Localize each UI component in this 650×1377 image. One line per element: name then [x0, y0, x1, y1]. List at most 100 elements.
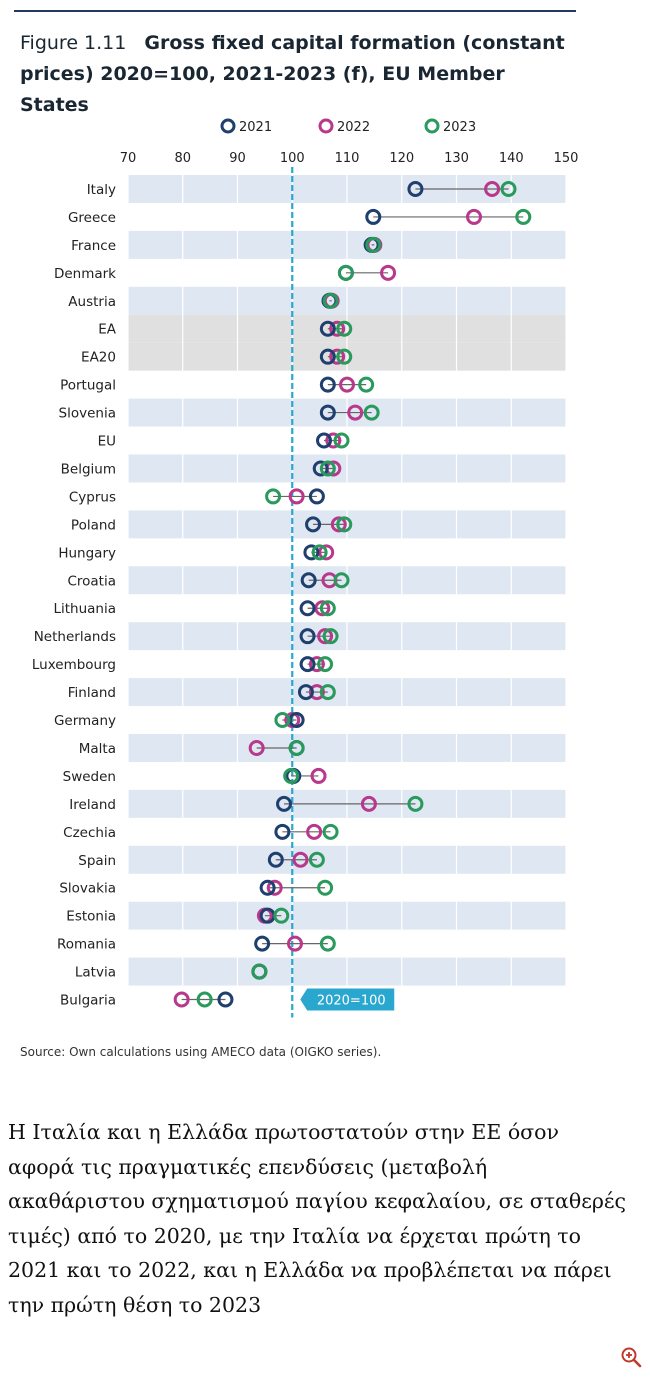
x-tick-label: 100 [280, 151, 305, 166]
dot-2023 [322, 823, 339, 840]
x-tick-label: 120 [389, 151, 414, 166]
dot-2021 [319, 320, 336, 337]
row-label: Hungary [58, 545, 116, 561]
row-label: Ireland [69, 797, 116, 813]
row-label: EA20 [81, 350, 116, 366]
zoom-in-icon-glyph [621, 1347, 642, 1368]
row-label: EA [98, 322, 117, 338]
dot-2022 [339, 376, 355, 393]
row-label: Sweden [63, 769, 116, 785]
x-tick-label: 130 [444, 151, 469, 166]
dot-2023 [251, 963, 268, 980]
row-label: Bulgaria [60, 993, 116, 1009]
dot-2022 [308, 656, 325, 673]
row-label: Portugal [60, 378, 116, 394]
dot-2022 [329, 320, 346, 337]
dot-2023 [311, 544, 328, 561]
dot-2023 [515, 208, 532, 225]
legend-marker-2021 [220, 118, 236, 134]
row-label: Germany [54, 713, 116, 729]
row-label: Latvia [75, 965, 116, 981]
dot-2021 [276, 795, 293, 812]
dot-2021 [407, 180, 424, 197]
dot-2021 [299, 656, 316, 673]
dot-2022 [266, 879, 283, 896]
row-label: Slovenia [59, 406, 116, 422]
row-label: Estonia [66, 909, 116, 925]
dot-2023 [363, 404, 380, 421]
dot-2022 [330, 516, 347, 533]
dot-2021 [365, 208, 382, 225]
dot-2021 [319, 404, 336, 421]
x-tick-label: 90 [229, 151, 246, 166]
dot-2021 [259, 879, 276, 896]
dot-2022 [286, 935, 303, 952]
reference-tag [300, 988, 395, 1011]
dot-2023 [317, 879, 334, 896]
dot-2023 [322, 628, 339, 645]
dot-2022 [347, 404, 364, 421]
dot-2021 [297, 684, 314, 701]
dot-2022 [466, 208, 483, 225]
dot-2021 [274, 823, 291, 840]
row-label: EU [98, 434, 116, 450]
dot-2021 [267, 851, 284, 868]
dot-2021 [300, 572, 317, 589]
dot-2021 [299, 600, 316, 617]
dot-2023 [500, 180, 517, 197]
dot-2021 [319, 348, 336, 365]
figure-title-text: Gross fixed capital formation (constant … [20, 32, 565, 116]
row-label: Greece [68, 210, 116, 226]
x-tick-label: 110 [335, 151, 360, 166]
dot-2022 [292, 851, 309, 868]
row-label: Finland [68, 685, 116, 701]
source-note: Source: Own calculations using AMECO dat… [20, 1045, 382, 1059]
dot-2022 [318, 544, 335, 561]
dot-2021 [312, 460, 329, 477]
reference-tag-label: 2020=100 [317, 994, 386, 1009]
dot-2022 [325, 432, 342, 449]
dot-2023 [358, 376, 375, 393]
row-label: Romania [57, 937, 116, 953]
dot-2023 [308, 851, 325, 868]
dot-2023 [407, 795, 424, 812]
dot-2023 [322, 292, 339, 309]
dot-2022 [317, 628, 334, 645]
dot-2023 [333, 432, 350, 449]
row-label: Italy [87, 182, 116, 198]
dot-2022 [308, 684, 325, 701]
dot-2023 [333, 572, 350, 589]
dot-2021 [305, 516, 322, 533]
dot-2023 [196, 991, 213, 1008]
dot-2023 [319, 600, 336, 617]
dot-2022 [314, 600, 331, 617]
dot-2022 [360, 795, 377, 812]
dot-2021 [303, 544, 320, 561]
x-tick-label: 70 [120, 151, 137, 166]
legend-marker-2022 [318, 118, 334, 134]
dot-2023 [336, 320, 353, 337]
dot-2021 [308, 488, 325, 505]
dot-2021 [217, 991, 234, 1008]
zoom-in-icon[interactable] [620, 1346, 642, 1368]
dot-2023 [365, 236, 382, 253]
dot-2022 [306, 823, 323, 840]
dot-2023 [336, 516, 353, 533]
dot-2023 [274, 712, 291, 729]
row-label: Denmark [54, 266, 116, 282]
row-label: France [71, 238, 116, 254]
row-label: Spain [78, 853, 116, 869]
dot-2023 [336, 348, 353, 365]
dot-2023 [319, 460, 336, 477]
figure-title: Figure 1.11 Gross fixed capital formation… [20, 28, 580, 121]
row-label: Luxembourg [32, 657, 116, 673]
row-label: Poland [71, 517, 116, 533]
dot-2022 [310, 767, 327, 784]
dot-plot-chart: 70 80 90 100 110 120 130 140 150 2021 2022 2023 Ital… [32, 118, 578, 1018]
legend-label-2023: 2023 [443, 120, 476, 135]
article-paragraph: Η Ιταλία και η Ελλάδα πρωτοστατούν στην … [8, 1120, 627, 1317]
dot-2023 [283, 767, 300, 784]
row-label: Slovakia [59, 881, 116, 897]
dot-2022 [173, 991, 190, 1008]
dot-2022 [288, 488, 305, 505]
